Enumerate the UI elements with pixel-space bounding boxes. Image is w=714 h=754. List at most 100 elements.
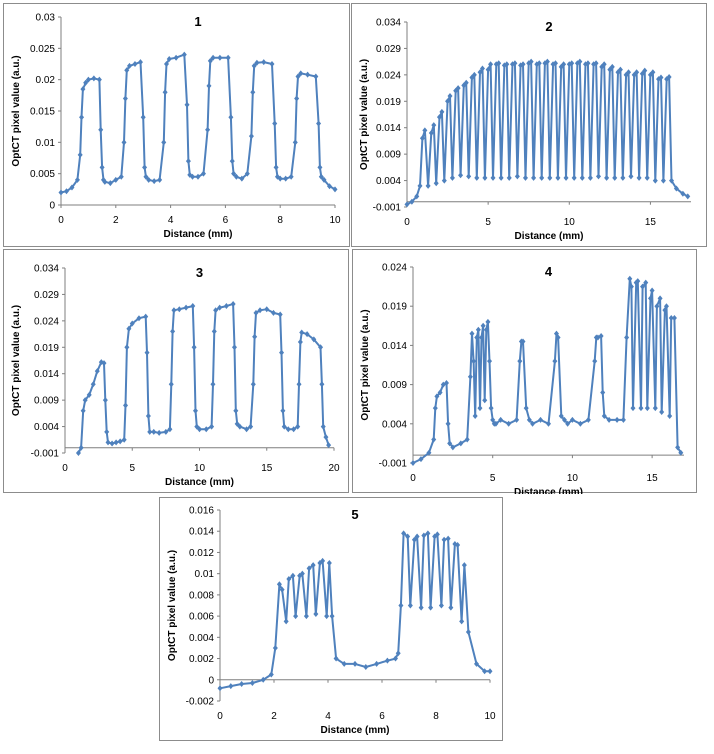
data-point	[285, 426, 291, 433]
data-point	[654, 303, 660, 310]
data-point	[598, 332, 604, 339]
data-point	[324, 613, 330, 620]
data-point	[105, 439, 111, 446]
data-point	[577, 58, 583, 65]
data-point	[561, 61, 567, 68]
x-tick-label: 2	[271, 711, 277, 722]
data-point	[593, 60, 599, 67]
data-point	[297, 339, 303, 345]
data-point	[234, 420, 240, 427]
data-point	[666, 73, 672, 80]
data-point	[414, 533, 420, 540]
data-point	[471, 71, 477, 78]
data-point	[512, 60, 518, 67]
data-point	[600, 389, 606, 396]
x-axis-label: Distance (mm)	[515, 231, 584, 242]
data-point	[268, 671, 274, 678]
x-tick-label: 10	[484, 711, 496, 722]
chart-title: 3	[196, 265, 203, 280]
data-point	[636, 174, 642, 181]
data-point	[197, 426, 202, 433]
y-tick-label: 0.014	[382, 341, 407, 352]
data-point	[410, 460, 416, 466]
data-point	[168, 381, 174, 388]
data-point	[609, 63, 615, 70]
data-point	[121, 139, 127, 146]
data-point	[206, 82, 212, 89]
data-point	[506, 420, 512, 427]
data-point	[472, 412, 478, 419]
data-point	[270, 309, 276, 316]
data-point	[210, 54, 216, 61]
y-tick-label: 0.014	[34, 369, 59, 380]
data-point	[431, 436, 437, 443]
data-point	[614, 416, 620, 423]
data-point	[283, 175, 289, 182]
data-point	[404, 201, 410, 208]
chart-4: 4 -0.001 0.004 0.009 0.014 0.019 0.024 0 5 10 15 Di…	[360, 263, 684, 494]
data-point	[209, 423, 215, 430]
data-point	[291, 426, 297, 433]
y-tick-label: 0.008	[189, 590, 214, 601]
data-point	[161, 139, 167, 146]
data-point	[319, 381, 325, 388]
x-tick-label: 15	[261, 463, 273, 474]
data-point	[523, 405, 529, 412]
data-point	[630, 405, 636, 412]
data-point	[474, 174, 480, 181]
data-point	[107, 180, 113, 187]
data-point	[96, 76, 102, 83]
data-point	[428, 130, 434, 136]
x-tick-label: 10	[329, 215, 341, 226]
data-point	[418, 604, 424, 611]
data-point	[450, 444, 456, 451]
data-point	[675, 444, 681, 451]
data-point	[536, 60, 542, 67]
data-point	[398, 602, 404, 609]
data-point	[673, 185, 679, 192]
y-tick-label: 0.019	[34, 343, 59, 354]
data-point	[434, 393, 440, 400]
data-point	[474, 334, 480, 341]
data-point	[294, 95, 300, 102]
data-point	[626, 69, 632, 76]
data-point	[657, 295, 663, 302]
y-tick-label: 0.019	[382, 302, 407, 313]
y-tick-label: 0.015	[30, 107, 55, 118]
data-point	[546, 420, 551, 427]
data-point	[447, 93, 453, 99]
data-point	[109, 440, 115, 447]
data-point	[482, 397, 488, 404]
data-point	[595, 173, 601, 180]
data-point	[553, 330, 559, 337]
data-point	[407, 602, 413, 609]
x-tick-label: 5	[129, 463, 135, 474]
y-tick-label: 0	[208, 675, 214, 686]
data-point	[80, 86, 86, 93]
data-point	[147, 428, 153, 435]
data-point	[465, 629, 471, 636]
data-point	[432, 533, 438, 540]
chart-title: 5	[351, 507, 358, 522]
data-point	[393, 655, 398, 662]
data-point	[233, 173, 239, 180]
data-point	[297, 572, 303, 579]
data-point	[99, 164, 105, 171]
data-point	[555, 334, 561, 341]
data-point	[482, 174, 488, 181]
data-point	[628, 173, 634, 180]
data-point	[471, 358, 477, 365]
data-point	[124, 67, 130, 74]
data-point	[326, 442, 332, 449]
data-point	[77, 151, 83, 158]
data-point	[171, 307, 177, 314]
data-point	[459, 618, 465, 625]
data-point	[539, 174, 545, 181]
data-point	[183, 304, 189, 311]
data-point	[288, 173, 294, 180]
data-point	[493, 420, 499, 427]
data-point	[78, 444, 84, 451]
y-tick-label: -0.001	[379, 459, 408, 470]
data-point	[647, 71, 653, 78]
chart-2: 2 -0.001 0.004 0.009 0.014 0.019 0.024 0.029 0.0…	[359, 18, 691, 242]
